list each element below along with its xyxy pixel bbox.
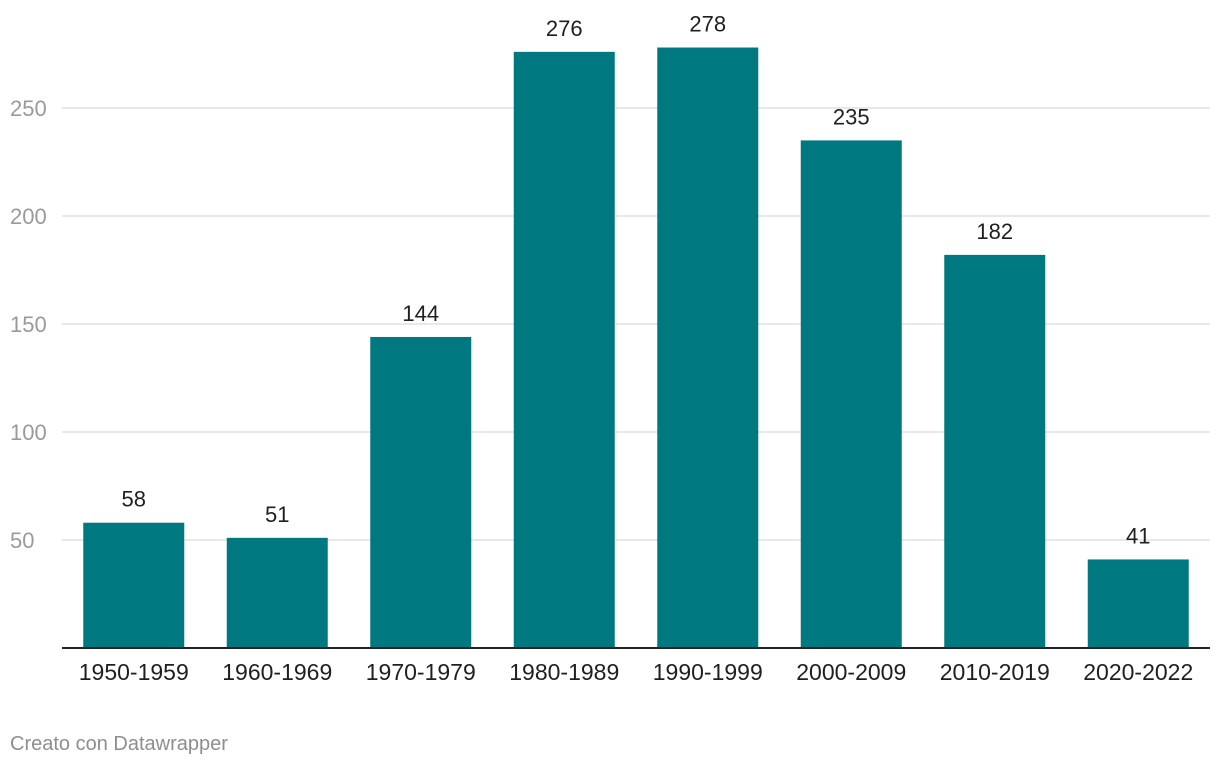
data-label: 51 <box>265 502 289 527</box>
x-tick-label: 2020-2022 <box>1083 659 1193 685</box>
bar-chart: 50 100 150 200 250 1950-1959 1960-1969 1970-19… <box>10 12 1210 685</box>
y-tick-label: 100 <box>10 420 47 445</box>
y-axis-ticks: 50 100 150 200 250 <box>10 96 47 553</box>
data-label: 144 <box>402 301 439 326</box>
y-tick-label: 200 <box>10 204 47 229</box>
bars <box>83 47 1189 648</box>
x-tick-label: 1980-1989 <box>509 659 619 685</box>
bar <box>370 336 472 648</box>
data-label: 182 <box>976 219 1013 244</box>
credit-text: Creato con Datawrapper <box>10 733 228 755</box>
bar <box>513 51 615 648</box>
bar <box>657 47 759 648</box>
data-label: 41 <box>1126 523 1150 548</box>
x-tick-label: 2000-2009 <box>796 659 906 685</box>
bar <box>800 140 902 648</box>
x-tick-label: 1950-1959 <box>79 659 189 685</box>
y-tick-label: 50 <box>10 528 34 553</box>
x-tick-label: 1970-1979 <box>366 659 476 685</box>
x-tick-label: 1960-1969 <box>222 659 332 685</box>
value-labels: 58 51 144 276 278 235 182 41 <box>122 12 1151 549</box>
data-label: 58 <box>122 487 146 512</box>
bar <box>83 522 185 648</box>
y-tick-label: 250 <box>10 96 47 121</box>
x-axis-labels: 1950-1959 1960-1969 1970-1979 1980-1989 1990… <box>79 659 1194 685</box>
y-tick-label: 150 <box>10 312 47 337</box>
data-label: 276 <box>546 16 583 41</box>
x-tick-label: 2010-2019 <box>940 659 1050 685</box>
bar <box>1087 559 1189 648</box>
x-tick-label: 1990-1999 <box>653 659 763 685</box>
data-label: 235 <box>833 104 870 129</box>
bar <box>226 537 328 648</box>
bar <box>944 254 1046 648</box>
data-label: 278 <box>689 12 726 37</box>
